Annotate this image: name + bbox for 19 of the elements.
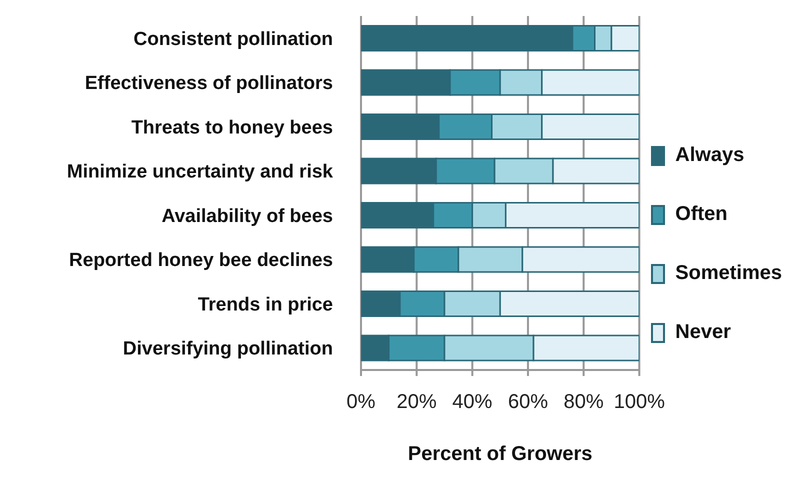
x-tick-label: 0% [346, 391, 376, 414]
x-tick-label: 100% [614, 391, 666, 414]
legend-label: Sometimes [675, 262, 782, 285]
x-axis-title: Percent of Growers [408, 443, 592, 465]
x-tick-label: 20% [396, 391, 437, 414]
y-tick-label: Effectiveness of pollinators [84, 73, 333, 94]
y-tick-label: Diversifying pollination [122, 338, 333, 360]
x-tick-label: 80% [564, 391, 604, 414]
y-tick-label: Trends in price [198, 294, 333, 316]
legend-label: Often [675, 203, 728, 226]
y-tick-label: Availability of bees [162, 206, 333, 227]
y-tick-label: Threats to honey bees [131, 117, 333, 138]
y-tick-label: Consistent pollination [134, 28, 333, 50]
x-tick-label: 40% [452, 391, 493, 414]
y-tick-label: Reported honey bee declines [69, 250, 333, 272]
y-tick-label: Minimize uncertainty and risk [66, 162, 334, 183]
legend-label: Never [675, 321, 731, 344]
legend-label: Always [675, 144, 744, 167]
x-tick-label: 60% [508, 391, 548, 414]
